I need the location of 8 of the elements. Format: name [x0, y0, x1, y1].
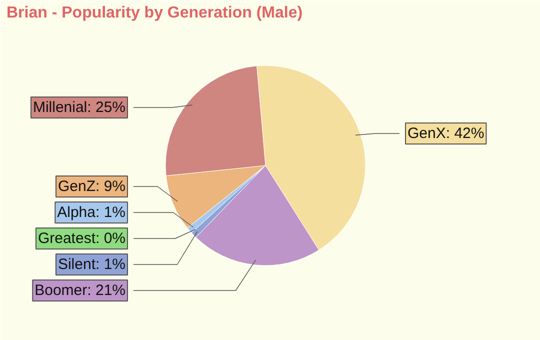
chart-title: Brian - Popularity by Generation (Male)	[6, 4, 303, 22]
slice-label: Millenial: 25%	[32, 99, 126, 116]
slice-label: GenZ: 9%	[58, 178, 126, 195]
slice-label: GenX: 42%	[408, 125, 484, 142]
slice-label: Boomer: 21%	[34, 282, 126, 299]
slice-label: Silent: 1%	[58, 256, 126, 273]
slice-label: Alpha: 1%	[57, 204, 126, 221]
legend-label: Greatest: 0%	[38, 230, 126, 247]
